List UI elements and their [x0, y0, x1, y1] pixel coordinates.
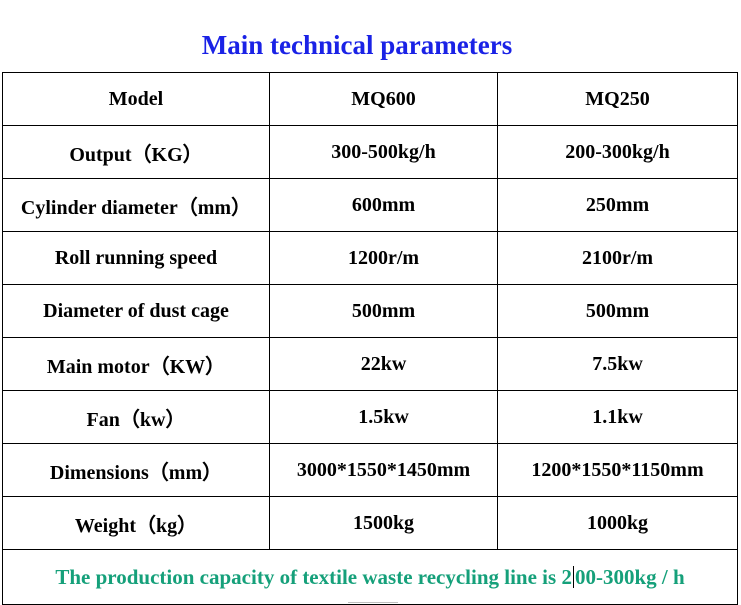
table-row: Weight（kg） 1500kg 1000kg	[2, 496, 738, 550]
row-label: Dimensions（mm）	[2, 443, 270, 497]
note-text-after-caret: 00-300kg / h	[574, 564, 685, 589]
row-label: Fan（kw）	[2, 390, 270, 444]
header-cell-model: Model	[2, 72, 270, 126]
row-value-mq250: 1.1kw	[497, 390, 738, 444]
row-value-mq600: 1200r/m	[269, 231, 498, 285]
row-value-mq600: 1500kg	[269, 496, 498, 550]
row-label: Output（KG）	[2, 125, 270, 179]
table-row: Diameter of dust cage 500mm 500mm	[2, 284, 738, 338]
table-header-row: Model MQ600 MQ250	[2, 72, 738, 126]
note-text-before-caret: The production capacity of textile waste…	[55, 564, 572, 589]
table-row: Dimensions（mm） 3000*1550*1450mm 1200*155…	[2, 443, 738, 497]
row-value-mq250: 250mm	[497, 178, 738, 232]
row-value-mq600: 22kw	[269, 337, 498, 391]
table-row: Fan（kw） 1.5kw 1.1kw	[2, 390, 738, 444]
row-value-mq250: 2100r/m	[497, 231, 738, 285]
row-value-mq250: 1000kg	[497, 496, 738, 550]
row-value-mq250: 200-300kg/h	[497, 125, 738, 179]
page-title: Main technical parameters	[201, 30, 513, 60]
row-value-mq600: 300-500kg/h	[269, 125, 498, 179]
row-label: Weight（kg）	[2, 496, 270, 550]
parameters-table: Model MQ600 MQ250 Output（KG） 300-500kg/h…	[2, 72, 738, 605]
row-label: Cylinder diameter（mm）	[2, 178, 270, 232]
table-row: Main motor（KW） 22kw 7.5kw	[2, 337, 738, 391]
row-value-mq600: 3000*1550*1450mm	[269, 443, 498, 497]
row-value-mq250: 7.5kw	[497, 337, 738, 391]
note-row: The production capacity of textile waste…	[2, 549, 738, 605]
table-row: Output（KG） 300-500kg/h 200-300kg/h	[2, 125, 738, 179]
table-row: Roll running speed 1200r/m 2100r/m	[2, 231, 738, 285]
row-value-mq250: 1200*1550*1150mm	[497, 443, 738, 497]
row-label: Diameter of dust cage	[2, 284, 270, 338]
row-value-mq600: 600mm	[269, 178, 498, 232]
row-value-mq600: 500mm	[269, 284, 498, 338]
table-row: Cylinder diameter（mm） 600mm 250mm	[2, 178, 738, 232]
row-label: Main motor（KW）	[2, 337, 270, 391]
capacity-note[interactable]: The production capacity of textile waste…	[2, 549, 738, 605]
header-cell-mq600: MQ600	[269, 72, 498, 126]
row-value-mq600: 1.5kw	[269, 390, 498, 444]
row-value-mq250: 500mm	[497, 284, 738, 338]
bottom-edge-line	[348, 602, 398, 603]
header-cell-mq250: MQ250	[497, 72, 738, 126]
row-label: Roll running speed	[2, 231, 270, 285]
text-cursor	[572, 565, 574, 588]
